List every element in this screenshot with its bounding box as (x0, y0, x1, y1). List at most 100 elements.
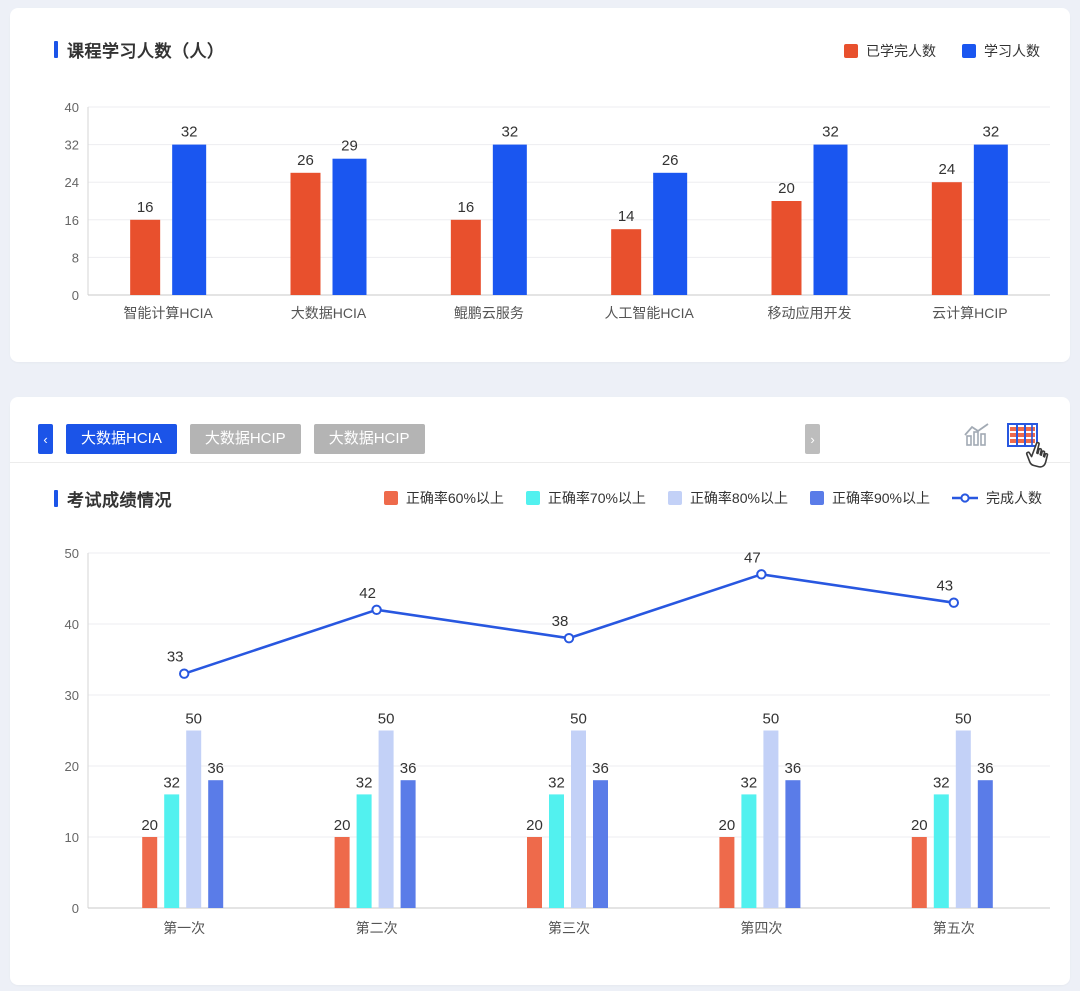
x-category-label: 第三次 (548, 920, 590, 936)
bar-value-label: 16 (457, 199, 474, 216)
section-title: 考试成绩情况 (67, 491, 172, 510)
course-learners-chart: 0 8 16 24 32 40 16 32 智能计算HCIA 26 29 大数据HCIA 16 32 鲲鹏云… (40, 95, 1060, 346)
legend-swatch (383, 491, 398, 505)
line-value-label: 38 (552, 613, 569, 630)
bar (208, 780, 224, 908)
panel-title-row: 考试成绩情况 (54, 486, 172, 511)
bar-value-label: 32 (982, 124, 999, 141)
y-tick-label: 0 (72, 901, 79, 916)
legend-item-swatch[interactable]: 正确率70%以上 (525, 488, 646, 508)
tab-2[interactable]: 大数据HCIP (313, 424, 425, 454)
line-value-label: 33 (167, 649, 184, 666)
legend-item-swatch[interactable]: 正确率80%以上 (667, 488, 788, 508)
y-tick-label: 24 (65, 175, 79, 190)
bar-value-label: 50 (763, 711, 780, 728)
bar (332, 158, 367, 295)
bar (911, 837, 927, 908)
tab-0[interactable]: 大数据HCIA (66, 424, 177, 454)
legend-item-swatch[interactable]: 已学完人数 (844, 41, 936, 61)
legend-swatch (844, 44, 858, 58)
bar-value-label: 32 (822, 124, 839, 141)
line-point (948, 597, 959, 608)
legend-swatch (525, 491, 540, 505)
legend-item-swatch[interactable]: 正确率90%以上 (809, 488, 930, 508)
line-point (371, 604, 382, 616)
x-category-label: 大数据HCIA (291, 305, 367, 321)
x-category-label: 智能计算HCIA (123, 305, 213, 321)
bar (813, 144, 848, 295)
bar (593, 780, 608, 908)
bar-value-label: 36 (207, 760, 224, 777)
bar (334, 837, 350, 908)
bar-value-label: 20 (141, 817, 158, 834)
bar (763, 730, 779, 908)
panel-title-row: 课程学习人数（人） (54, 37, 225, 62)
bar (931, 182, 962, 295)
bar-value-label: 36 (977, 760, 994, 777)
bar-value-label: 32 (548, 774, 565, 791)
bar-value-label: 50 (185, 711, 202, 728)
legend-label: 已学完人数 (866, 43, 936, 59)
bar-value-label: 32 (741, 774, 758, 791)
bar-value-label: 26 (662, 152, 679, 169)
legend-label: 正确率70%以上 (547, 490, 646, 506)
line-marker-icon (952, 493, 978, 503)
bar-value-label: 36 (785, 760, 802, 777)
bar (741, 794, 757, 908)
y-tick-label: 40 (65, 100, 79, 115)
bar (378, 730, 394, 908)
line-point (179, 668, 190, 679)
bar (164, 794, 180, 908)
y-tick-label: 20 (65, 759, 79, 774)
bar-value-label: 32 (163, 774, 180, 791)
legend-item-swatch[interactable]: 学习人数 (962, 41, 1040, 61)
legend-label: 正确率90%以上 (831, 490, 930, 506)
bar (771, 201, 802, 295)
course-tabs: ‹ 大数据HCIA 大数据HCIP 大数据HCIP (38, 424, 425, 454)
y-tick-label: 10 (65, 830, 79, 845)
x-category-label: 移动应用开发 (768, 305, 852, 321)
bar (611, 229, 642, 295)
bar-value-label: 32 (181, 124, 198, 141)
legend-label: 学习人数 (984, 43, 1040, 59)
bar (142, 837, 158, 908)
bar-value-label: 16 (137, 199, 154, 216)
legend-item-swatch[interactable]: 正确率60%以上 (383, 488, 504, 508)
table-view-icon[interactable] (1007, 423, 1038, 447)
bar (955, 730, 971, 908)
x-category-label: 第二次 (356, 920, 398, 936)
bar (549, 794, 564, 908)
bar-value-label: 32 (933, 774, 950, 791)
bar-value-label: 32 (356, 774, 373, 791)
tabs-next-button[interactable]: › (805, 424, 820, 454)
exam-chart-legend: 正确率60%以上 正确率70%以上 正确率80%以上 正确率90%以上 完成人数 (383, 488, 1042, 508)
bar (130, 219, 161, 295)
exam-results-panel: ‹ 大数据HCIA 大数据HCIP 大数据HCIP › (10, 397, 1070, 985)
bar-value-label: 50 (570, 711, 587, 728)
bar (719, 837, 735, 908)
x-category-label: 第四次 (740, 920, 782, 936)
bar (492, 144, 527, 295)
x-category-label: 人工智能HCIA (604, 305, 694, 321)
line-value-label: 43 (936, 578, 953, 595)
y-tick-label: 32 (65, 138, 79, 153)
tabs-prev-button[interactable]: ‹ (38, 424, 53, 454)
y-tick-label: 8 (72, 250, 79, 265)
bar (356, 794, 372, 908)
y-tick-label: 0 (72, 288, 79, 303)
line-point (756, 569, 767, 580)
view-toggle-toolbar (964, 423, 1038, 447)
bar-value-label: 20 (526, 817, 543, 834)
title-accent-bar (54, 41, 58, 58)
bar (450, 219, 481, 295)
legend-label: 完成人数 (986, 490, 1042, 506)
page-title: 课程学习人数（人） (67, 42, 225, 61)
bar (186, 730, 202, 908)
tab-1[interactable]: 大数据HCIP (189, 424, 301, 454)
bar-value-label: 14 (618, 208, 635, 225)
legend-swatch (809, 491, 824, 505)
legend-item-line[interactable]: 完成人数 (952, 488, 1042, 508)
trend-chart-icon[interactable] (964, 423, 991, 447)
line-value-label: 47 (744, 549, 761, 566)
course-chart-legend: 已学完人数 学习人数 (844, 41, 1040, 61)
